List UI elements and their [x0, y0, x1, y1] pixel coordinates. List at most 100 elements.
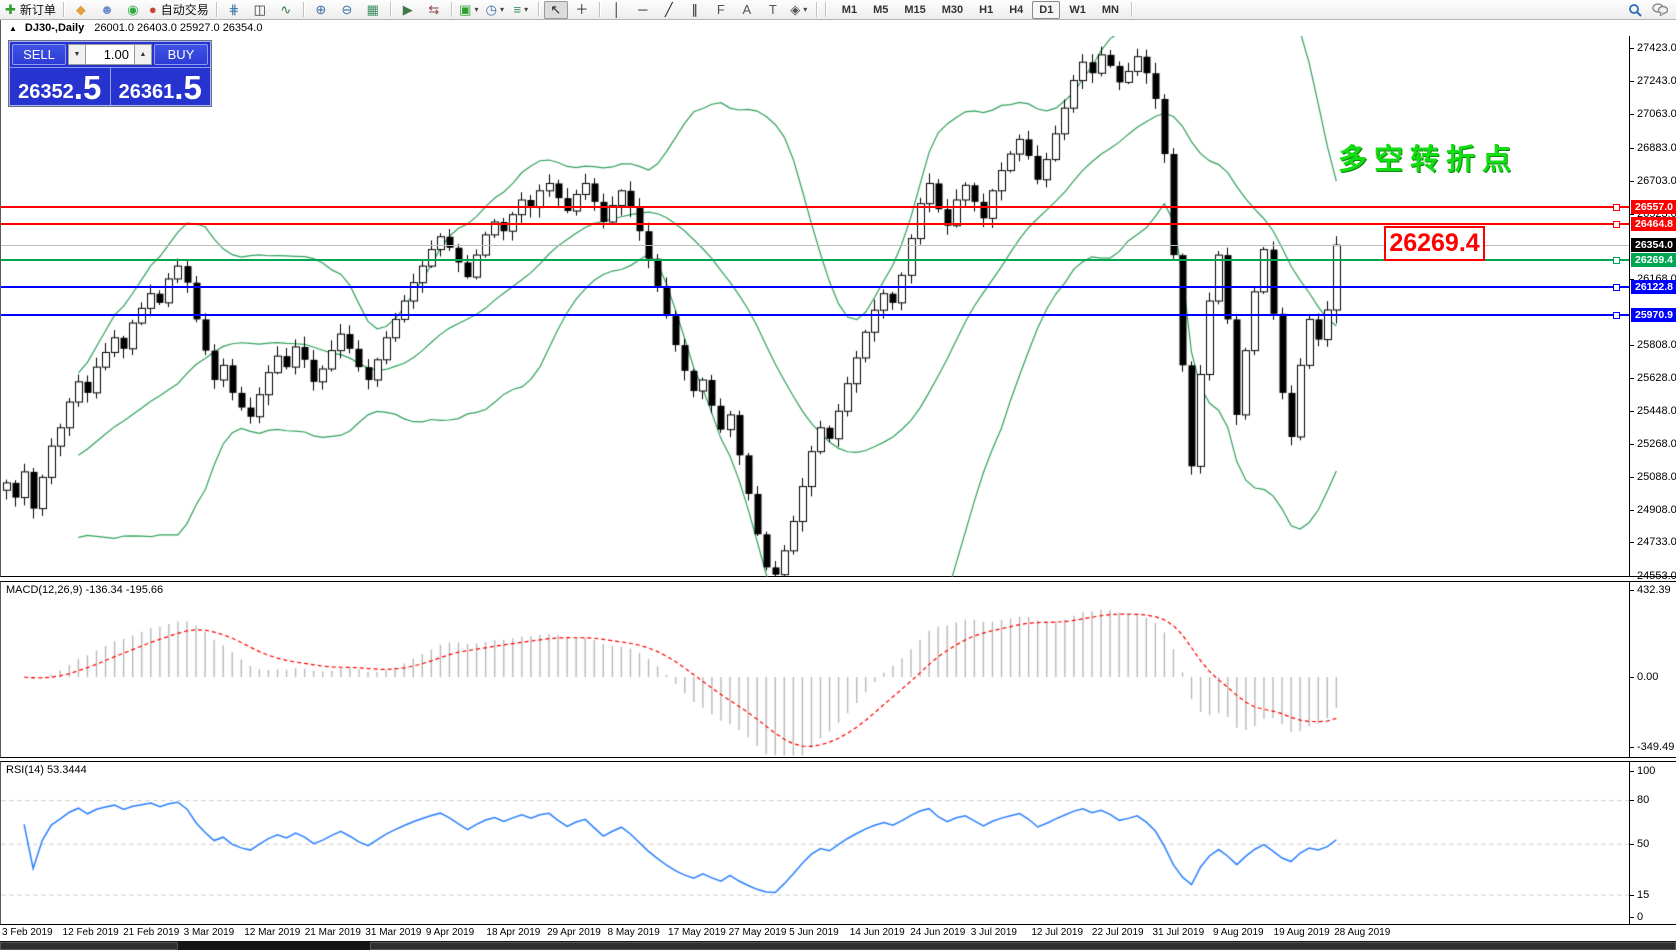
cursor-icon[interactable]: ↖ — [543, 0, 568, 19]
rsi-axis-label: 50 — [1637, 837, 1650, 850]
text-icon[interactable]: A — [742, 1, 752, 17]
date-label: 3 Feb 2019 — [2, 927, 53, 938]
autotrade-button[interactable]: ● 自动交易 — [148, 1, 209, 18]
rsi-chart[interactable] — [1, 762, 1629, 924]
price-callout-box[interactable]: 26269.4 — [1384, 226, 1485, 261]
timeframe-m30[interactable]: M30 — [941, 3, 964, 16]
date-label: 12 Feb 2019 — [62, 927, 119, 938]
sell-button[interactable]: SELL — [12, 44, 66, 65]
auto-scroll-icon[interactable]: ▶ — [402, 1, 413, 17]
date-label: 3 Mar 2019 — [183, 927, 235, 938]
rsi-axis-label: 0 — [1637, 910, 1644, 923]
pivot-line-26269-handle[interactable] — [1613, 257, 1620, 264]
signals-icon[interactable]: ◉ — [127, 1, 139, 17]
date-label: 8 May 2019 — [607, 927, 660, 938]
date-label: 12 Jul 2019 — [1031, 927, 1084, 938]
macd-axis[interactable]: 432.39 0.00 -349.49 — [1629, 582, 1676, 757]
volume-input[interactable] — [86, 44, 134, 65]
candlestick-icon[interactable]: ◫ — [253, 1, 266, 17]
one-click-trade-panel: SELL ▼ ▲ BUY 26352 .5 26361 .5 — [9, 41, 211, 106]
profile-icon[interactable]: ☻ — [100, 1, 114, 17]
resistance-line-26464[interactable] — [1, 223, 1629, 225]
timeframe-group: M1 M5 M15 M30 H1 H4 D1 W1 MN — [834, 0, 1127, 19]
toolbar-separator — [598, 2, 600, 17]
channel-icon[interactable]: ∥ — [691, 1, 699, 17]
support-line-25970-handle[interactable] — [1613, 312, 1620, 319]
pivot-annotation-text[interactable]: 多空转折点 — [1338, 144, 1519, 176]
macd-panel: MACD(12,26,9) -136.34 -195.66 432.39 0.00… — [0, 581, 1676, 758]
crosshair-icon[interactable]: ＋ — [575, 1, 589, 17]
zoom-in-icon[interactable]: ⊕ — [315, 1, 327, 17]
vertical-line-icon[interactable]: │ — [612, 1, 621, 17]
fibonacci-icon[interactable]: F — [716, 1, 725, 17]
pivot-line-26269[interactable] — [1, 259, 1629, 261]
sell-price-display[interactable]: 26352 .5 — [10, 68, 111, 105]
chart-tab[interactable] — [0, 942, 178, 950]
price-tickmark — [1630, 344, 1634, 346]
timeframe-m5[interactable]: M5 — [873, 3, 889, 16]
volume-decrease-button[interactable]: ▼ — [68, 44, 86, 65]
new-order-button[interactable]: ✚ 新订单 — [5, 1, 56, 18]
collapse-panel-icon[interactable]: ▲ — [9, 23, 17, 33]
current-price-line[interactable] — [1, 245, 1629, 246]
timeframe-d1[interactable]: D1 — [1032, 0, 1061, 19]
toolbar-separator — [302, 2, 304, 17]
timeframe-m15[interactable]: M15 — [904, 3, 926, 16]
templates-icon[interactable]: ≡ ▾ — [513, 1, 529, 17]
timeframe-w1[interactable]: W1 — [1069, 3, 1086, 16]
macd-chart[interactable] — [1, 582, 1629, 757]
sell-price-main: 26352 — [18, 81, 74, 103]
zoom-out-icon[interactable]: ⊖ — [341, 1, 353, 17]
periods-icon[interactable]: ◷ ▾ — [485, 1, 504, 17]
price-tick-label: 25628.0 — [1637, 372, 1676, 385]
price-tickmark — [1630, 444, 1634, 446]
rsi-axis[interactable]: 100 80 50 15 0 — [1629, 762, 1676, 924]
price-axis[interactable]: 27423.027243.027063.026883.026703.026523… — [1629, 36, 1676, 582]
rsi-tickmark — [1630, 894, 1634, 896]
buy-button[interactable]: BUY — [154, 44, 208, 65]
toolbar-separator — [215, 2, 217, 17]
volume-stepper: ▼ ▲ — [68, 44, 152, 65]
new-chart-icon[interactable]: ▣ ▾ — [459, 1, 479, 17]
label-icon[interactable]: T — [768, 1, 777, 17]
macd-label: MACD(12,26,9) -136.34 -195.66 — [6, 584, 164, 596]
styler-icon[interactable]: ◆ — [75, 1, 86, 17]
tile-windows-icon[interactable]: ▦ — [366, 1, 379, 17]
price-tickmark — [1630, 81, 1634, 83]
line-chart-icon[interactable]: ∿ — [280, 1, 292, 17]
date-label: 9 Apr 2019 — [425, 927, 475, 938]
rsi-tickmark — [1630, 800, 1634, 802]
resistance-line-26557[interactable] — [1, 206, 1629, 208]
date-label: 14 Jun 2019 — [849, 927, 905, 938]
bar-chart-icon[interactable]: ⋕ — [228, 1, 240, 17]
buy-price-display[interactable]: 26361 .5 — [111, 68, 211, 105]
trendline-icon[interactable]: ╱ — [664, 1, 673, 17]
toolbar-separator — [450, 2, 452, 17]
chart-ohlc-values: 26001.0 26403.0 25927.0 26354.0 — [94, 22, 263, 34]
support-line-26122[interactable] — [1, 286, 1629, 288]
toolbar-separator — [62, 2, 64, 17]
timeframe-mn[interactable]: MN — [1101, 3, 1119, 16]
timeframe-h4[interactable]: H4 — [1009, 3, 1024, 16]
shapes-icon[interactable]: ◈ ▾ — [790, 1, 808, 17]
buy-price-frac: .5 — [174, 68, 202, 106]
candlestick-chart[interactable] — [1, 36, 1629, 577]
resistance-line-26464-handle[interactable] — [1613, 221, 1620, 228]
support-line-25970[interactable] — [1, 314, 1629, 316]
resistance-line-26557-handle[interactable] — [1613, 204, 1620, 211]
search-icon[interactable] — [1628, 3, 1642, 17]
volume-increase-button[interactable]: ▲ — [134, 44, 152, 65]
horizontal-line-icon[interactable]: ─ — [638, 1, 648, 17]
macd-tickmark — [1630, 676, 1634, 678]
rsi-axis-label: 100 — [1637, 765, 1656, 777]
support-line-26122-handle[interactable] — [1613, 284, 1620, 291]
price-tickmark — [1630, 378, 1634, 380]
timeframe-m1[interactable]: M1 — [841, 3, 858, 16]
price-tick-label: 24908.0 — [1637, 504, 1676, 517]
chat-icon[interactable] — [1652, 3, 1668, 16]
chart-overlay — [1, 36, 1629, 577]
time-axis[interactable]: 3 Feb 2019 12 Feb 2019 21 Feb 2019 3 Mar 20… — [0, 925, 1676, 941]
timeframe-h1[interactable]: H1 — [979, 3, 994, 16]
price-tickmark — [1630, 213, 1634, 215]
chart-shift-icon[interactable]: ⇆ — [428, 1, 440, 17]
